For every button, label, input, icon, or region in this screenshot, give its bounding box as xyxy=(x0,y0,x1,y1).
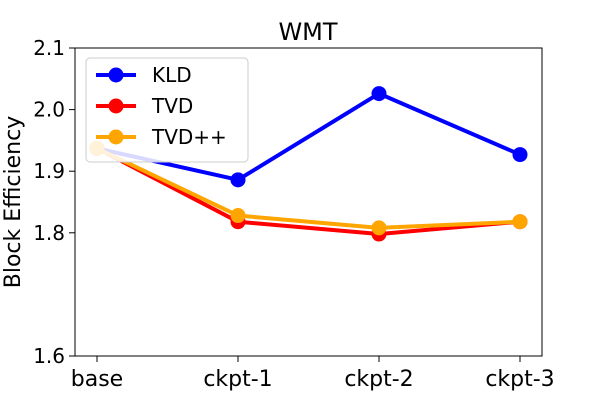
y-tick-label: 1.8 xyxy=(33,221,65,245)
series-line xyxy=(96,146,521,230)
x-tick-label: base xyxy=(71,367,123,392)
data-point xyxy=(512,147,528,163)
series-line xyxy=(96,91,521,182)
y-tick-label: 2.0 xyxy=(33,98,65,122)
axes: 1.6 1.8 1.9 2.0 2.1 base ckpt-1 ckpt-2 ckpt-3 xyxy=(33,36,555,392)
legend-swatch-marker xyxy=(108,98,124,114)
data-point xyxy=(230,208,246,224)
x-tick-label: ckpt-3 xyxy=(485,367,554,392)
chart-title: WMT xyxy=(278,18,337,46)
y-tick-label: 2.1 xyxy=(33,36,65,60)
legend-swatch-marker xyxy=(108,67,124,83)
y-tick-label: 1.6 xyxy=(33,344,65,368)
legend-label: TVD xyxy=(151,94,193,118)
data-point xyxy=(371,86,387,102)
x-tick-label: ckpt-1 xyxy=(203,367,272,392)
data-point xyxy=(512,214,528,230)
legend-swatch-marker xyxy=(108,129,124,145)
legend-item: TVD xyxy=(96,94,193,118)
legend-label: KLD xyxy=(152,63,192,87)
series-line xyxy=(96,146,521,237)
data-point xyxy=(230,172,246,188)
legend-item: TVD++ xyxy=(96,125,227,149)
legend-item: KLD xyxy=(96,63,192,87)
legend: KLD TVD TVD++ xyxy=(85,57,249,163)
x-tick-label: ckpt-2 xyxy=(344,367,413,392)
y-axis-label: Block Efficiency xyxy=(1,116,26,288)
legend-label: TVD++ xyxy=(151,125,227,149)
y-tick-label: 1.9 xyxy=(33,159,65,183)
data-point xyxy=(371,220,387,236)
